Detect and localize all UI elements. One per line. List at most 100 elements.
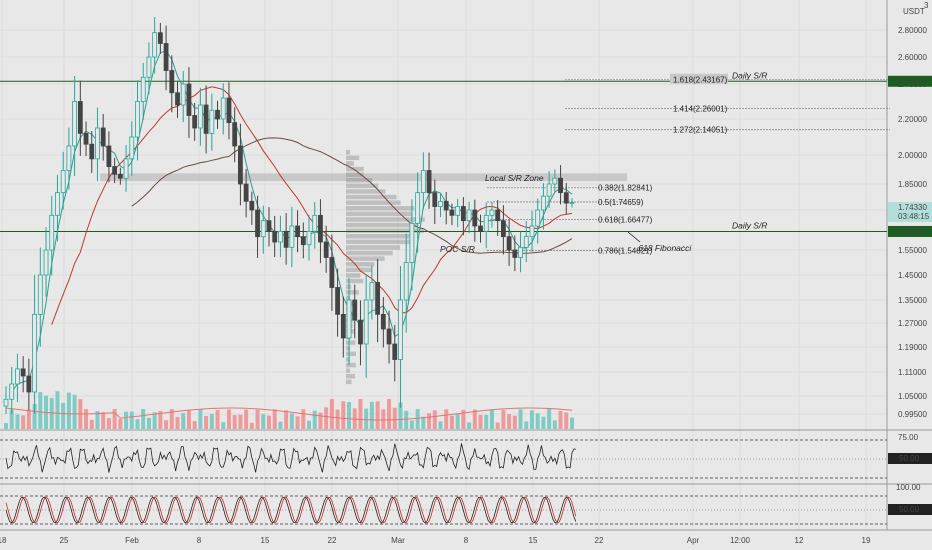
volume-bar [415, 409, 420, 429]
volume-bar [124, 411, 129, 429]
osc1-value-badge [888, 453, 932, 464]
candle-body [135, 101, 140, 138]
candle-body [249, 200, 255, 211]
price-badge [888, 225, 932, 237]
candle-body [541, 195, 546, 211]
volume-profile-bar [346, 295, 350, 301]
volume-bar [392, 407, 397, 429]
osc1-value: 50.00 [899, 454, 920, 463]
volume-bars [4, 391, 574, 429]
candle-body [552, 177, 558, 185]
fib-label: 0.786(1.54821) [598, 246, 653, 255]
volume-profile-bar [346, 217, 425, 222]
candle-body [180, 83, 186, 106]
fib-label: 1.618(2.43167) [673, 76, 728, 85]
x-tick-label: Apr [687, 536, 700, 545]
price-axis[interactable]: 32.800002.600002.400002.200002.000001.85… [896, 1, 929, 492]
y-axis-unit: USDT [903, 7, 925, 16]
candle-body [323, 241, 329, 258]
volume-bar [49, 398, 54, 429]
candle-body [95, 127, 100, 160]
volume-bar [324, 407, 329, 429]
volume-bar [444, 409, 449, 429]
volume-bar [472, 409, 477, 429]
volume-profile-bar [346, 278, 364, 284]
candle-body [489, 209, 495, 216]
volume-bar [552, 420, 557, 429]
price-badge-value: 2.42011 [897, 77, 926, 86]
volume-bar [255, 409, 260, 429]
volume-bar [186, 410, 191, 429]
candle-body [89, 143, 95, 160]
price-badge [888, 75, 932, 87]
volume-profile-bar [346, 262, 375, 267]
price-badge [888, 202, 932, 222]
volume-bar [570, 417, 574, 429]
volume-bar [158, 410, 163, 429]
fib-label-highlight [670, 73, 728, 84]
annotations: Local S/R Zone POC S/R .618 Fibonacci [440, 173, 692, 254]
volume-bar [215, 410, 220, 429]
candle-body [215, 109, 220, 120]
candle-body [506, 236, 512, 251]
y-tick-label: 2.00000 [898, 151, 927, 160]
volume-bar [529, 410, 534, 429]
volume-bar [66, 392, 71, 429]
candle-body [123, 158, 129, 179]
fib-label: 0.5(1.74659) [598, 198, 644, 207]
candle-body [152, 32, 158, 58]
volume-bar [421, 416, 426, 429]
volume-bar [524, 421, 529, 429]
volume-bar [364, 408, 369, 429]
candle-body [386, 328, 392, 345]
y-tick-label: 1.85000 [898, 180, 927, 189]
candle-body [518, 246, 523, 258]
volume-profile-bar [346, 374, 355, 379]
candle-body [495, 209, 501, 222]
candle-body [60, 170, 66, 194]
price-badge-countdown: 03:48:15 [898, 212, 930, 221]
candle-body [283, 230, 289, 248]
volume-ma-line [5, 407, 573, 421]
candle-body [117, 173, 123, 179]
volume-profile-bar [346, 178, 373, 183]
time-axis[interactable]: 18 25 Feb 8 15 22 Mar 8 15 22 Apr 12:00 12 19 [0, 536, 871, 545]
volume-profile-bar [346, 250, 393, 256]
volume-bar [375, 401, 380, 429]
volume-bar [381, 409, 386, 429]
volume-bar [266, 415, 271, 429]
candle-body [112, 166, 118, 175]
volume-bar [226, 409, 231, 429]
candle-body [26, 375, 32, 393]
fib-618-label: .618 Fibonacci [636, 243, 692, 253]
candle-body [375, 282, 381, 315]
y-tick-label: 2.20000 [898, 115, 927, 124]
volume-profile-bar [346, 150, 350, 155]
volume-profile-bar [346, 362, 356, 368]
volume-bar [427, 413, 432, 429]
volume-bar [38, 392, 43, 429]
candles [3, 17, 575, 414]
candle-body [43, 249, 49, 276]
volume-profile-bar [346, 379, 352, 385]
volume-profile-bar [346, 228, 424, 233]
candle-body [460, 206, 466, 222]
candle-body [146, 56, 152, 78]
x-tick-label: 15 [529, 536, 538, 545]
volume-profile-bar [346, 183, 379, 189]
ma-mid-line [51, 86, 573, 325]
volume-bar [387, 399, 392, 429]
volume-bar [295, 416, 300, 429]
candle-body [449, 209, 455, 216]
candle-body [546, 183, 552, 197]
candle-body [55, 192, 60, 216]
volume-bar [89, 419, 94, 429]
candle-body [106, 145, 112, 168]
candle-body [535, 209, 541, 227]
volume-bar [112, 409, 117, 429]
candle-body [500, 220, 506, 238]
fibonacci-levels: 1.618(2.43167) 1.414(2.26001) 1.272(2.1405… [487, 73, 890, 255]
